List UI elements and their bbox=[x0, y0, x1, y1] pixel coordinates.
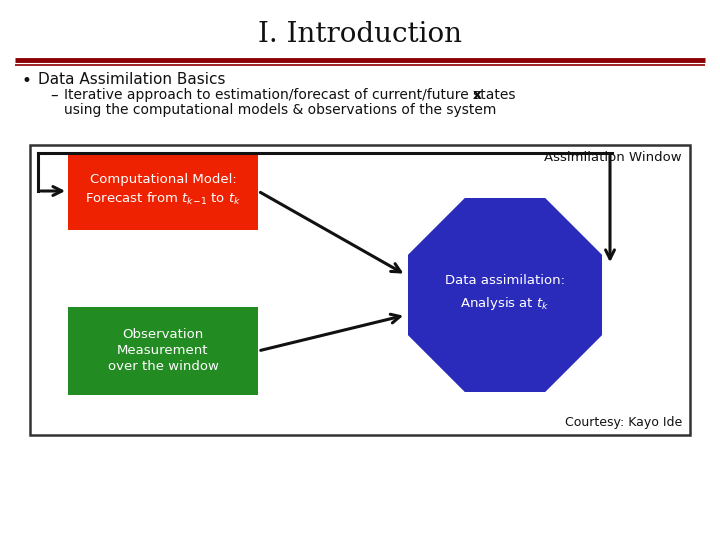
Text: x: x bbox=[473, 88, 482, 102]
Text: Data Assimilation Basics: Data Assimilation Basics bbox=[38, 72, 225, 87]
Text: using the computational models & observations of the system: using the computational models & observa… bbox=[64, 103, 496, 117]
Text: I. Introduction: I. Introduction bbox=[258, 22, 462, 49]
Text: Forecast from $t_{k\!-\!1}$ to $t_k$: Forecast from $t_{k\!-\!1}$ to $t_k$ bbox=[85, 191, 241, 207]
FancyBboxPatch shape bbox=[68, 307, 258, 395]
Text: Measurement: Measurement bbox=[117, 345, 209, 357]
Text: Courtesy: Kayo Ide: Courtesy: Kayo Ide bbox=[564, 416, 682, 429]
Text: –: – bbox=[50, 88, 58, 103]
FancyBboxPatch shape bbox=[30, 145, 690, 435]
Text: Iterative approach to estimation/forecast of current/future states: Iterative approach to estimation/forecas… bbox=[64, 88, 520, 102]
Text: Observation: Observation bbox=[122, 328, 204, 341]
FancyBboxPatch shape bbox=[68, 152, 258, 230]
Polygon shape bbox=[408, 198, 602, 392]
Text: over the window: over the window bbox=[107, 361, 218, 374]
Text: •: • bbox=[22, 72, 32, 90]
Text: Data assimilation:: Data assimilation: bbox=[445, 274, 565, 287]
Text: Assimilation Window: Assimilation Window bbox=[544, 151, 682, 164]
Text: Computational Model:: Computational Model: bbox=[89, 172, 236, 186]
Text: Analysis at $t_k$: Analysis at $t_k$ bbox=[460, 294, 549, 312]
